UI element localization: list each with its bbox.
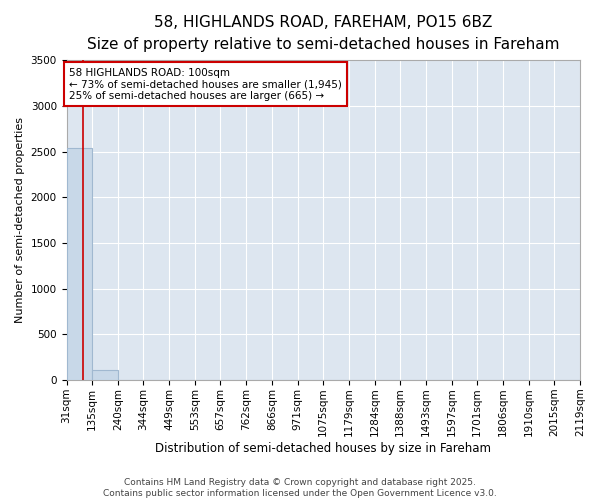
Bar (92, 370, 118, 380)
Text: Contains HM Land Registry data © Crown copyright and database right 2025.
Contai: Contains HM Land Registry data © Crown c… (103, 478, 497, 498)
Title: 58, HIGHLANDS ROAD, FAREHAM, PO15 6BZ
Size of property relative to semi-detached: 58, HIGHLANDS ROAD, FAREHAM, PO15 6BZ Si… (87, 15, 560, 52)
Y-axis label: Number of semi-detached properties: Number of semi-detached properties (15, 117, 25, 323)
X-axis label: Distribution of semi-detached houses by size in Fareham: Distribution of semi-detached houses by … (155, 442, 491, 455)
Text: 58 HIGHLANDS ROAD: 100sqm
← 73% of semi-detached houses are smaller (1,945)
25% : 58 HIGHLANDS ROAD: 100sqm ← 73% of semi-… (69, 68, 341, 101)
Bar (67, 148, 92, 380)
